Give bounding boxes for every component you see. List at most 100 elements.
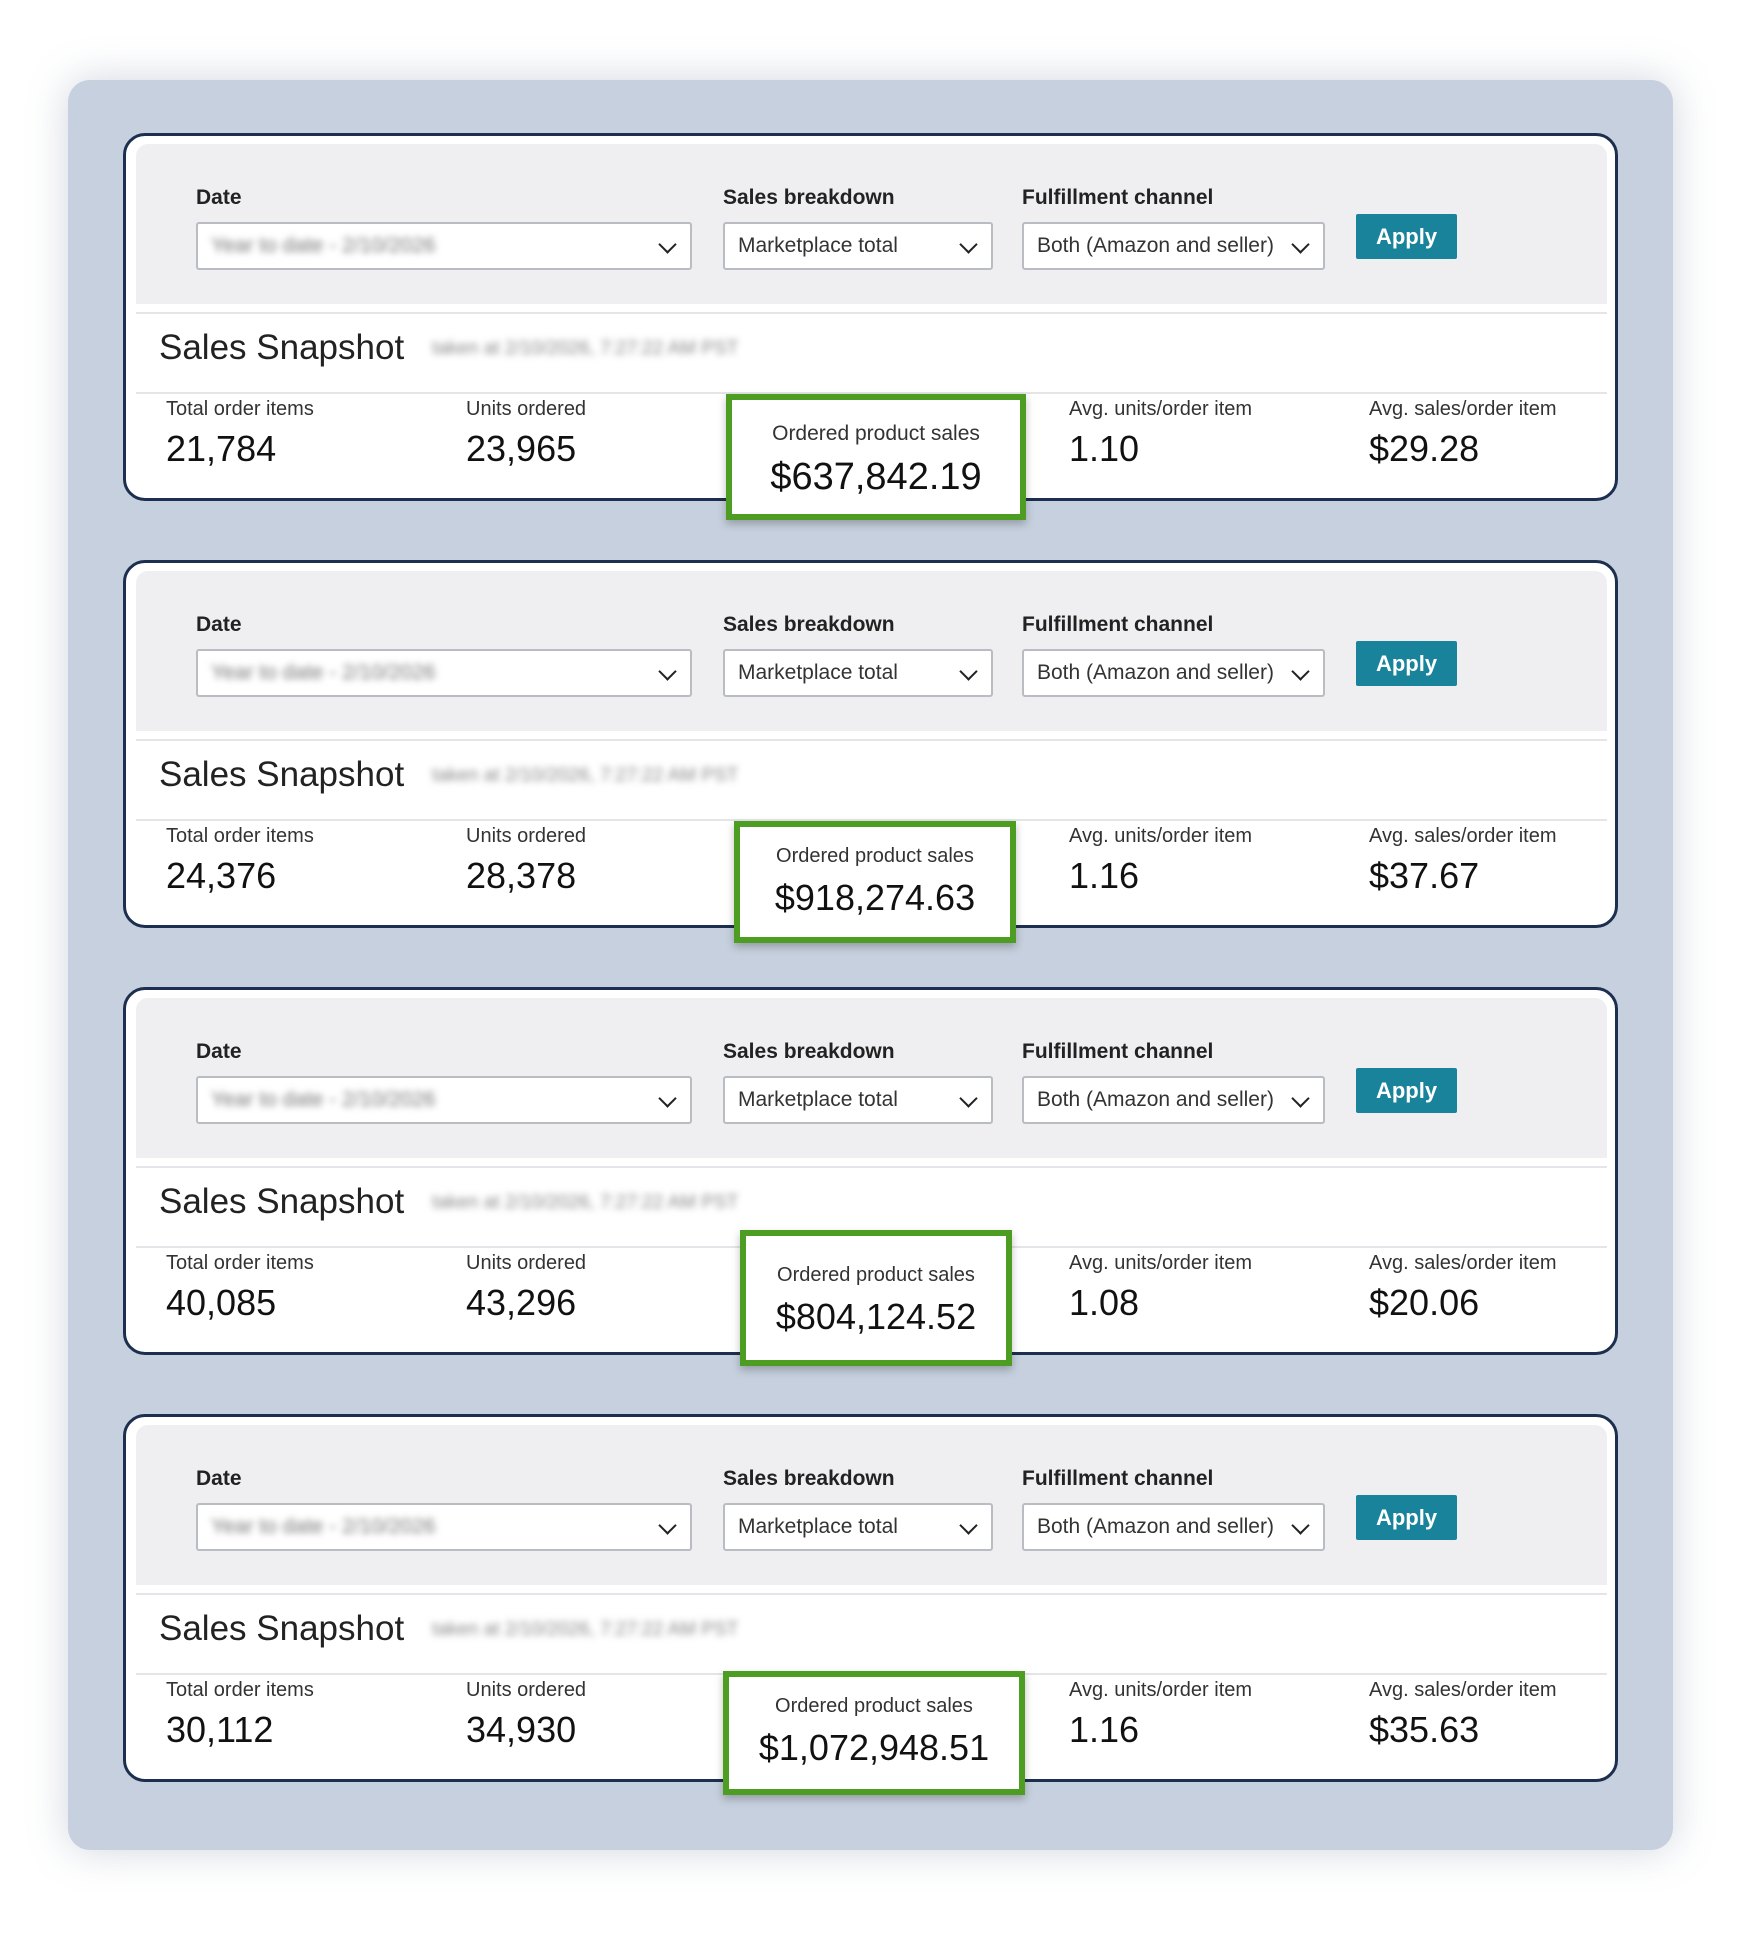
date-label: Date [196,186,242,209]
sales-breakdown-select[interactable]: Marketplace total [723,222,993,270]
avg-sales-value: $20.06 [1369,1282,1480,1323]
apply-button[interactable]: Apply [1356,641,1457,686]
avg-units-label: Avg. units/order item [1069,398,1253,420]
snapshot-header: Sales Snapshot taken at 2/10/2026, 7:27:… [136,1593,1607,1675]
ordered-product-sales-value: $804,124.52 [775,1296,977,1337]
date-select[interactable]: Year to date - 2/10/2026 [196,649,692,697]
units-ordered-value: 28,378 [466,855,577,896]
date-select-value: Year to date - 2/10/2026 [211,1088,436,1111]
avg-sales-label: Avg. sales/order item [1369,398,1557,420]
sales-breakdown-select[interactable]: Marketplace total [723,1503,993,1551]
filter-bar: Date Year to date - 2/10/2026 Sales brea… [136,571,1607,731]
fulfillment-channel-label: Fulfillment channel [1022,1467,1214,1490]
date-label: Date [196,1467,242,1490]
sales-snapshot-card-1: Date Year to date - 2/10/2026 Sales brea… [123,133,1618,520]
avg-units-value: 1.16 [1069,1709,1140,1750]
fulfillment-channel-value: Both (Amazon and seller) [1037,661,1274,684]
ordered-product-sales-label: Ordered product sales [775,1695,973,1717]
sales-breakdown-label: Sales breakdown [723,613,895,636]
chevron-down-icon [658,235,677,254]
snapshot-timestamp: taken at 2/10/2026, 7:27:22 AM PST [432,765,739,786]
total-order-items-label: Total order items [166,1679,314,1701]
avg-units-value: 1.08 [1069,1282,1140,1323]
date-label: Date [196,1040,242,1063]
date-select[interactable]: Year to date - 2/10/2026 [196,1076,692,1124]
date-select-value: Year to date - 2/10/2026 [211,234,436,257]
sales-snapshot-card-4: Date Year to date - 2/10/2026 Sales brea… [123,1414,1618,1795]
snapshot-title: Sales Snapshot [159,755,405,794]
ordered-product-sales-highlight: Ordered product sales $637,842.19 [726,394,1026,520]
snapshot-header: Sales Snapshot taken at 2/10/2026, 7:27:… [136,739,1607,821]
avg-sales-label: Avg. sales/order item [1369,1679,1557,1701]
chevron-down-icon [959,662,978,681]
snapshot-timestamp: taken at 2/10/2026, 7:27:22 AM PST [432,338,739,359]
apply-button[interactable]: Apply [1356,1068,1457,1113]
fulfillment-channel-label: Fulfillment channel [1022,1040,1214,1063]
avg-sales-value: $37.67 [1369,855,1480,896]
total-order-items-value: 24,376 [166,855,277,896]
fulfillment-channel-select[interactable]: Both (Amazon and seller) [1022,1503,1325,1551]
snapshot-title: Sales Snapshot [159,1182,405,1221]
sales-breakdown-value: Marketplace total [738,1088,898,1111]
avg-sales-label: Avg. sales/order item [1369,1252,1557,1274]
filter-bar: Date Year to date - 2/10/2026 Sales brea… [136,998,1607,1158]
chevron-down-icon [1291,662,1310,681]
total-order-items-value: 40,085 [166,1282,277,1323]
fulfillment-channel-value: Both (Amazon and seller) [1037,234,1274,257]
fulfillment-channel-value: Both (Amazon and seller) [1037,1088,1274,1111]
units-ordered-value: 34,930 [466,1709,577,1750]
apply-button[interactable]: Apply [1356,214,1457,259]
avg-units-label: Avg. units/order item [1069,1252,1253,1274]
fulfillment-channel-select[interactable]: Both (Amazon and seller) [1022,649,1325,697]
apply-button[interactable]: Apply [1356,1495,1457,1540]
avg-sales-value: $29.28 [1369,428,1480,469]
avg-sales-value: $35.63 [1369,1709,1480,1750]
fulfillment-channel-select[interactable]: Both (Amazon and seller) [1022,222,1325,270]
sales-snapshot-card-2: Date Year to date - 2/10/2026 Sales brea… [123,560,1618,943]
date-select-value: Year to date - 2/10/2026 [211,1515,436,1538]
sales-breakdown-value: Marketplace total [738,1515,898,1538]
snapshot-header: Sales Snapshot taken at 2/10/2026, 7:27:… [136,1166,1607,1248]
chevron-down-icon [1291,235,1310,254]
fulfillment-channel-value: Both (Amazon and seller) [1037,1515,1274,1538]
chevron-down-icon [959,1089,978,1108]
fulfillment-channel-select[interactable]: Both (Amazon and seller) [1022,1076,1325,1124]
sales-breakdown-select[interactable]: Marketplace total [723,1076,993,1124]
fulfillment-channel-label: Fulfillment channel [1022,186,1214,209]
filter-bar: Date Year to date - 2/10/2026 Sales brea… [136,1425,1607,1585]
snapshot-header: Sales Snapshot taken at 2/10/2026, 7:27:… [136,312,1607,394]
total-order-items-label: Total order items [166,1252,314,1274]
ordered-product-sales-value: $1,072,948.51 [758,1727,990,1768]
total-order-items-label: Total order items [166,398,314,420]
chevron-down-icon [1291,1516,1310,1535]
ordered-product-sales-value: $637,842.19 [770,456,982,498]
chevron-down-icon [658,662,677,681]
snapshot-title: Sales Snapshot [159,1609,405,1648]
units-ordered-label: Units ordered [466,398,587,420]
sales-breakdown-label: Sales breakdown [723,1467,895,1490]
units-ordered-label: Units ordered [466,1252,587,1274]
chevron-down-icon [658,1516,677,1535]
sales-breakdown-value: Marketplace total [738,661,898,684]
ordered-product-sales-highlight: Ordered product sales $804,124.52 [740,1230,1012,1366]
snapshot-title: Sales Snapshot [159,328,405,367]
sales-breakdown-value: Marketplace total [738,234,898,257]
avg-sales-label: Avg. sales/order item [1369,825,1557,847]
ordered-product-sales-highlight: Ordered product sales $1,072,948.51 [723,1671,1025,1795]
avg-units-label: Avg. units/order item [1069,825,1253,847]
date-select[interactable]: Year to date - 2/10/2026 [196,1503,692,1551]
total-order-items-value: 21,784 [166,428,277,469]
ordered-product-sales-value: $918,274.63 [774,877,976,918]
date-select[interactable]: Year to date - 2/10/2026 [196,222,692,270]
ordered-product-sales-label: Ordered product sales [776,845,974,867]
ordered-product-sales-highlight: Ordered product sales $918,274.63 [734,821,1016,943]
total-order-items-label: Total order items [166,825,314,847]
ordered-product-sales-label: Ordered product sales [777,1264,975,1286]
units-ordered-label: Units ordered [466,1679,587,1701]
sales-breakdown-select[interactable]: Marketplace total [723,649,993,697]
snapshot-timestamp: taken at 2/10/2026, 7:27:22 AM PST [432,1619,739,1640]
fulfillment-channel-label: Fulfillment channel [1022,613,1214,636]
total-order-items-value: 30,112 [166,1709,274,1750]
sales-snapshot-card-3: Date Year to date - 2/10/2026 Sales brea… [123,987,1618,1366]
chevron-down-icon [959,1516,978,1535]
